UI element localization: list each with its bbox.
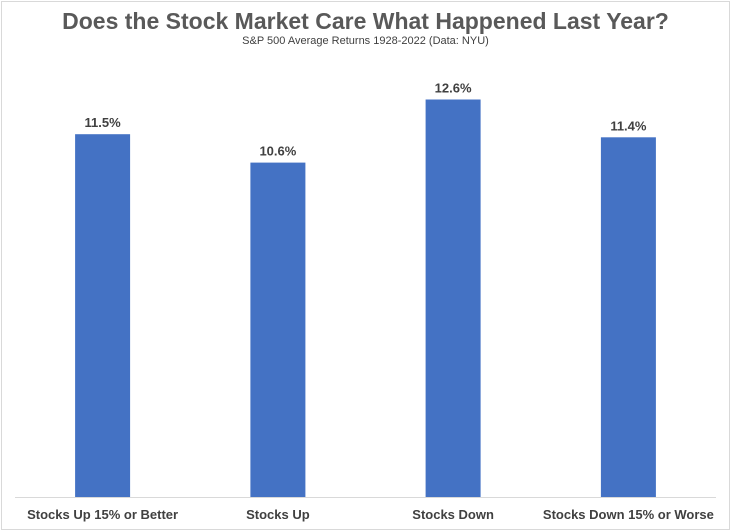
bar-1 <box>250 162 306 497</box>
chart-subtitle: S&P 500 Average Returns 1928-2022 (Data:… <box>242 35 489 47</box>
labels-group: 11.5% Stocks Up 15% or Better 10.6% Stocks … <box>27 81 714 523</box>
data-label-3: 11.4% <box>610 118 647 133</box>
category-label-0: Stocks Up 15% or Better <box>27 507 178 522</box>
data-label-1: 10.6% <box>259 144 296 159</box>
data-label-2: 12.6% <box>435 81 472 96</box>
bar-0 <box>75 134 131 497</box>
data-label-0: 11.5% <box>85 115 122 130</box>
category-label-1: Stocks Up <box>246 507 310 522</box>
bar-2 <box>425 99 481 497</box>
bars-group <box>75 99 656 498</box>
chart-title: Does the Stock Market Care What Happened… <box>62 8 669 34</box>
bar-3 <box>600 137 656 498</box>
category-label-3: Stocks Down 15% or Worse <box>543 507 714 522</box>
category-label-2: Stocks Down <box>412 507 494 522</box>
